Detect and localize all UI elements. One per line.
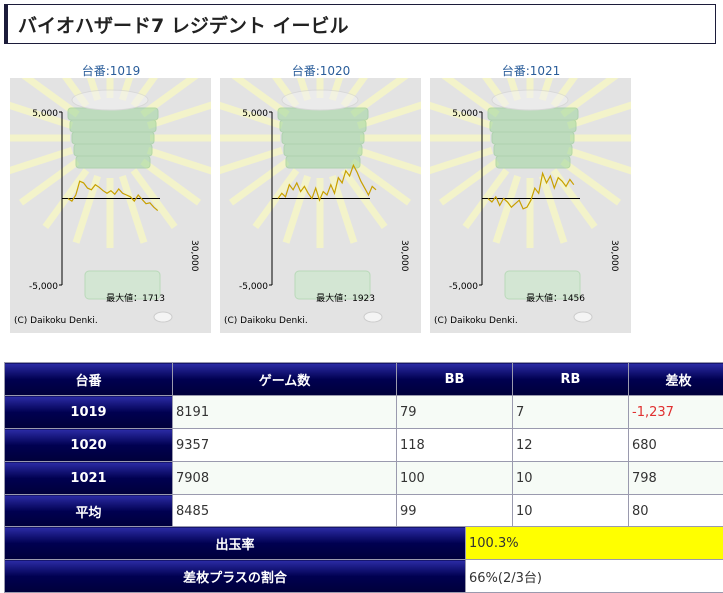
tray-layer bbox=[282, 132, 364, 144]
bb-value: 79 bbox=[397, 396, 513, 429]
games-value: 8191 bbox=[173, 396, 397, 429]
rb-value: 12 bbox=[513, 429, 629, 462]
tray-layer bbox=[494, 144, 572, 156]
y-tick-label: 5,000 bbox=[32, 109, 58, 119]
tray-layer bbox=[76, 156, 150, 168]
max-value-label: 最大値：1923 bbox=[316, 292, 375, 304]
y-tick-label: 5,000 bbox=[242, 109, 268, 119]
bb-value: 118 bbox=[397, 429, 513, 462]
medal-pile bbox=[282, 90, 358, 110]
rb-value: 10 bbox=[513, 462, 629, 495]
table-row: 1020 9357 118 12 680 bbox=[5, 429, 723, 462]
page-title-box: バイオハザード7 レジデント イービル bbox=[4, 4, 716, 44]
header-games: ゲーム数 bbox=[173, 363, 397, 396]
games-value: 9357 bbox=[173, 429, 397, 462]
slump-graph-1020[interactable]: 5,000 -5,000 30,000 最大値：1923 (C) Daikoku Den… bbox=[220, 78, 421, 333]
rb-value: 10 bbox=[513, 495, 629, 528]
x-tick-label: 30,000 bbox=[399, 240, 409, 272]
tray-layer bbox=[496, 156, 570, 168]
payout-rate-value: 100.3% bbox=[466, 527, 723, 560]
diff-value: -1,237 bbox=[629, 396, 723, 429]
medal-pile bbox=[492, 90, 568, 110]
y-tick-label: -5,000 bbox=[449, 282, 478, 292]
max-value-label: 最大値：1456 bbox=[526, 292, 585, 304]
tray-stack-decoration bbox=[488, 90, 578, 168]
tray-layer bbox=[280, 120, 366, 132]
tray-layer bbox=[72, 132, 154, 144]
x-tick-label: 30,000 bbox=[609, 240, 619, 272]
summary-row: 出玉率 100.3% bbox=[5, 527, 723, 560]
table-row: 1021 7908 100 10 798 bbox=[5, 462, 723, 495]
tray-layer bbox=[492, 132, 574, 144]
payout-rate-label: 出玉率 bbox=[5, 527, 466, 560]
header-diff: 差枚 bbox=[629, 363, 723, 396]
coin-decoration bbox=[364, 312, 382, 322]
plus-ratio-label: 差枚プラスの割合 bbox=[5, 560, 466, 593]
summary-table: 出玉率 100.3% 差枚プラスの割合 66%(2/3台) bbox=[4, 526, 723, 593]
machine-link-1019[interactable]: 台番:1019 bbox=[51, 62, 171, 79]
tray-layer bbox=[284, 144, 362, 156]
table-row: 1019 8191 79 7 -1,237 bbox=[5, 396, 723, 429]
copyright-label: (C) Daikoku Denki. bbox=[14, 316, 98, 326]
header-bb: BB bbox=[397, 363, 513, 396]
medal-pile bbox=[72, 90, 148, 110]
machine-link-1020[interactable]: 台番:1020 bbox=[261, 62, 381, 79]
max-value-label: 最大値：1713 bbox=[106, 292, 165, 304]
tray-stack-decoration bbox=[278, 90, 368, 168]
x-tick-label: 30,000 bbox=[189, 240, 199, 272]
table-row: 平均 8485 99 10 80 bbox=[5, 495, 723, 528]
summary-row: 差枚プラスの割合 66%(2/3台) bbox=[5, 560, 723, 593]
bb-value: 100 bbox=[397, 462, 513, 495]
slump-graph-1021[interactable]: 5,000 -5,000 30,000 最大値：1456 (C) Daikoku Den… bbox=[430, 78, 631, 333]
row-id: 平均 bbox=[5, 495, 173, 528]
bb-value: 99 bbox=[397, 495, 513, 528]
header-machine-no: 台番 bbox=[5, 363, 173, 396]
copyright-label: (C) Daikoku Denki. bbox=[434, 316, 518, 326]
diff-value: 680 bbox=[629, 429, 723, 462]
row-id: 1021 bbox=[5, 462, 173, 495]
machine-link-1021[interactable]: 台番:1021 bbox=[471, 62, 591, 79]
row-id: 1020 bbox=[5, 429, 173, 462]
page-title: バイオハザード7 レジデント イービル bbox=[18, 11, 348, 38]
diff-value: 798 bbox=[629, 462, 723, 495]
tray-layer bbox=[490, 120, 576, 132]
copyright-label: (C) Daikoku Denki. bbox=[224, 316, 308, 326]
header-rb: RB bbox=[513, 363, 629, 396]
rb-value: 7 bbox=[513, 396, 629, 429]
row-id: 1019 bbox=[5, 396, 173, 429]
coin-decoration bbox=[574, 312, 592, 322]
diff-value: 80 bbox=[629, 495, 723, 528]
games-value: 7908 bbox=[173, 462, 397, 495]
y-tick-label: 5,000 bbox=[452, 109, 478, 119]
y-tick-label: -5,000 bbox=[239, 282, 268, 292]
machine-data-table: 台番 ゲーム数 BB RB 差枚 1019 8191 79 7 -1,237 1… bbox=[4, 362, 723, 528]
tray-layer bbox=[74, 144, 152, 156]
tray-stack-decoration bbox=[68, 90, 158, 168]
tray-layer bbox=[286, 156, 360, 168]
slump-graph-1019[interactable]: 5,000 -5,000 30,000 最大値：1713 (C) Daikoku Den… bbox=[10, 78, 211, 333]
plus-ratio-value: 66%(2/3台) bbox=[466, 560, 723, 593]
y-tick-label: -5,000 bbox=[29, 282, 58, 292]
coin-decoration bbox=[154, 312, 172, 322]
tray-layer bbox=[70, 120, 156, 132]
games-value: 8485 bbox=[173, 495, 397, 528]
